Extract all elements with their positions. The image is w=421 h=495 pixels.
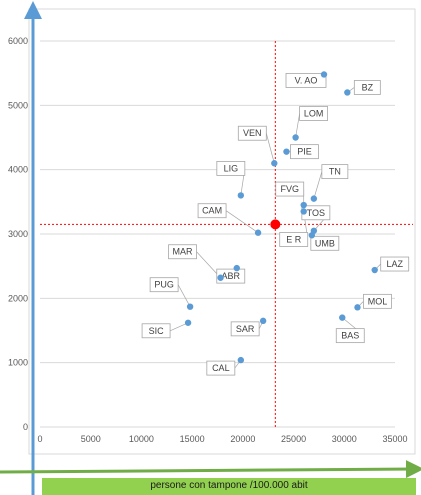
point-label: E R <box>286 234 302 244</box>
point-label-box <box>275 181 305 197</box>
data-point <box>237 192 245 199</box>
y-tick-label: 5000 <box>8 100 28 110</box>
point-label-box <box>168 244 197 260</box>
point-label-box <box>141 323 171 339</box>
point-label-box <box>237 125 267 141</box>
point-label: SAR <box>236 324 255 334</box>
point-label: FVG <box>280 184 299 194</box>
x-tick-label: 15000 <box>180 434 205 444</box>
point-label: LOM <box>304 109 324 119</box>
x-tick-label: 10000 <box>129 434 154 444</box>
data-point <box>292 134 299 141</box>
point-label: ABR <box>222 271 241 281</box>
point-labels: V. AO BZ LOM VEN PIE LIG TN FVG E R CAM TOS UMB MAR A… <box>141 73 410 376</box>
x-tick-label: 20000 <box>230 434 255 444</box>
point-label: UMB <box>315 238 335 248</box>
point-label-box <box>216 160 246 176</box>
plot-border <box>28 8 416 455</box>
data-point <box>259 317 267 325</box>
data-point <box>320 71 328 78</box>
point-label: SIC <box>149 326 165 336</box>
point-label-box <box>149 277 179 293</box>
point-label: TOS <box>307 208 325 218</box>
point-label: PIE <box>297 147 312 157</box>
y-tick-labels: 0 1000 2000 3000 4000 5000 6000 <box>8 36 28 432</box>
label-leader <box>265 133 275 164</box>
data-point <box>184 319 192 326</box>
mean-point <box>270 219 281 230</box>
point-label-box <box>206 360 236 376</box>
x-tick-label: 5000 <box>81 434 101 444</box>
point-label-box <box>353 80 381 95</box>
x-axis-label-box <box>42 478 416 495</box>
label-leader <box>295 113 300 138</box>
data-point <box>371 266 378 274</box>
data-point <box>344 89 351 96</box>
data-point <box>271 160 278 167</box>
point-label-box <box>380 256 410 272</box>
x-tick-labels: 0 5000 10000 15000 20000 25000 30000 35000 <box>37 434 407 444</box>
point-label: MAR <box>173 247 194 257</box>
point-label: BZ <box>362 82 374 92</box>
point-label: PUG <box>154 280 174 290</box>
point-label: CAM <box>202 206 222 216</box>
label-leader <box>225 210 259 234</box>
y-tick-label: 6000 <box>8 36 28 46</box>
point-label: LAZ <box>386 259 403 269</box>
y-tick-label: 4000 <box>8 165 28 175</box>
data-point <box>300 201 307 209</box>
point-label-box <box>285 73 327 88</box>
data-point <box>308 232 316 239</box>
x-axis-label: persone con tampone /100.000 abit <box>150 480 308 491</box>
mean-guides <box>40 41 413 427</box>
point-label: V. AO <box>295 75 318 85</box>
y-tick-label: 3000 <box>8 229 28 239</box>
label-leader <box>313 171 323 199</box>
point-label-box <box>299 106 329 121</box>
point-label: VEN <box>243 128 262 138</box>
data-point <box>254 229 262 236</box>
point-label-box <box>363 293 392 309</box>
point-label-box <box>321 164 349 180</box>
label-leader <box>169 322 189 332</box>
point-label-box <box>290 144 319 160</box>
data-point <box>186 303 194 310</box>
data-point <box>339 314 346 321</box>
y-tick-label: 1000 <box>8 358 28 368</box>
y-tick-label: 2000 <box>8 293 28 303</box>
point-label: MOL <box>368 296 388 306</box>
label-leader <box>177 284 191 307</box>
point-label-box <box>230 321 260 337</box>
x-tick-label: 30000 <box>332 434 357 444</box>
x-axis-arrow <box>0 460 421 479</box>
x-tick-label: 35000 <box>382 434 407 444</box>
data-point <box>217 274 224 281</box>
point-label: BAS <box>341 331 359 341</box>
point-label-box <box>310 235 340 251</box>
data-point <box>354 304 361 311</box>
point-label-box <box>335 328 365 344</box>
point-label-box <box>279 232 309 247</box>
point-label: LIG <box>224 163 239 173</box>
point-label: TN <box>329 167 341 177</box>
data-point <box>233 264 240 272</box>
point-label-box <box>197 203 227 219</box>
data-point <box>310 195 318 202</box>
x-tick-label: 0 <box>37 434 42 444</box>
data-point <box>300 208 307 215</box>
point-label-box <box>216 268 246 284</box>
x-tick-label: 25000 <box>281 434 306 444</box>
data-point <box>237 356 245 364</box>
y-tick-label: 0 <box>23 422 28 432</box>
data-points <box>184 71 378 364</box>
data-point <box>283 148 290 155</box>
point-label: CAL <box>212 363 230 373</box>
